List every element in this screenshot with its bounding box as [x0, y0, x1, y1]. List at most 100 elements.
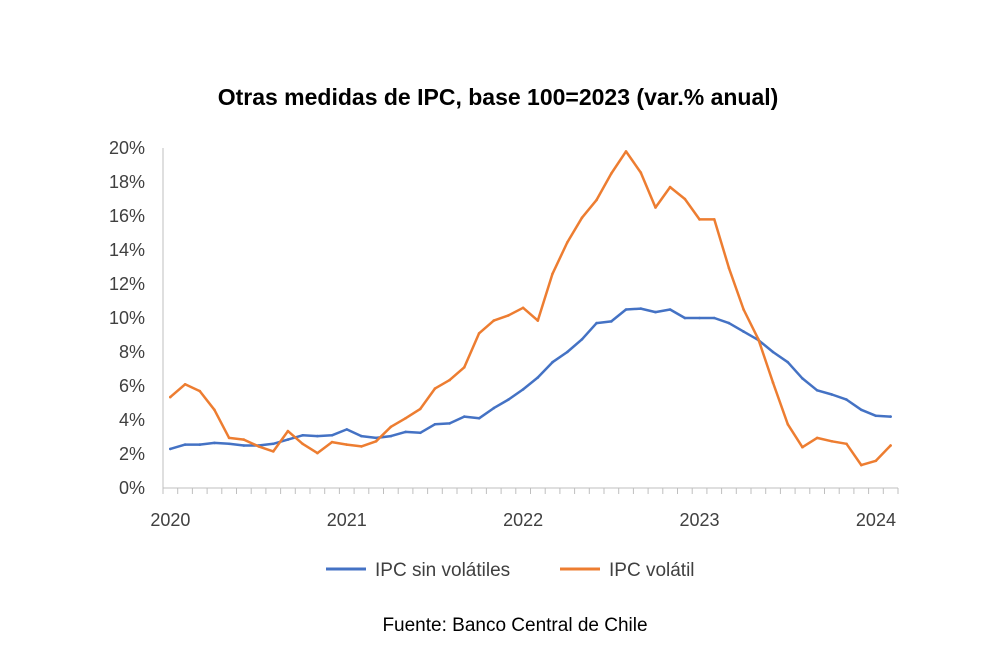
data-point — [639, 307, 643, 310]
data-point — [183, 443, 187, 446]
data-point — [727, 321, 731, 325]
data-point — [242, 438, 246, 441]
data-point — [551, 272, 554, 276]
data-point — [536, 319, 540, 322]
data-point — [771, 350, 775, 354]
data-point — [860, 463, 863, 467]
data-point — [551, 360, 554, 364]
series-line-0 — [169, 307, 892, 451]
data-point — [521, 388, 525, 391]
data-point — [272, 442, 275, 446]
data-point — [507, 398, 510, 401]
data-point — [874, 459, 878, 463]
data-point — [889, 444, 892, 447]
data-point — [492, 319, 496, 322]
data-point — [286, 429, 290, 433]
data-point — [404, 430, 407, 434]
data-point — [433, 423, 437, 426]
data-point — [316, 434, 319, 438]
data-point — [595, 198, 598, 202]
data-point — [330, 440, 334, 444]
data-point — [713, 218, 716, 221]
data-point — [815, 389, 819, 392]
data-point — [213, 441, 216, 445]
data-point — [419, 407, 422, 411]
data-point — [580, 216, 584, 219]
data-point — [742, 308, 745, 311]
y-tick-label: 16% — [109, 206, 145, 226]
data-point — [595, 321, 598, 325]
data-point — [683, 316, 687, 320]
data-point — [330, 434, 334, 437]
data-point — [830, 393, 834, 396]
data-point — [227, 442, 231, 446]
data-point — [492, 406, 496, 410]
data-point — [874, 414, 878, 418]
data-point — [698, 218, 701, 221]
x-tick-label: 2020 — [150, 510, 190, 530]
data-point — [860, 408, 863, 412]
data-point — [815, 436, 819, 440]
data-point — [360, 434, 363, 438]
data-point — [830, 440, 834, 443]
data-point — [610, 172, 613, 175]
data-point — [521, 306, 525, 310]
y-tick-label: 10% — [109, 308, 145, 328]
data-point — [448, 422, 451, 425]
data-point — [213, 408, 216, 412]
data-point — [727, 266, 731, 270]
legend-label-0: IPC sin volátiles — [375, 560, 510, 581]
data-point — [345, 443, 349, 446]
data-point — [257, 445, 260, 448]
data-point — [345, 428, 349, 431]
data-point — [389, 434, 393, 438]
x-axis: 2020 2021 2022 2023 2024 — [150, 487, 899, 530]
data-point — [477, 332, 481, 335]
data-point — [198, 443, 202, 446]
data-point — [360, 445, 363, 448]
data-point — [198, 389, 202, 393]
data-point — [316, 451, 319, 455]
data-point — [507, 314, 510, 317]
y-tick-label: 20% — [109, 138, 145, 158]
x-tick-label: 2021 — [327, 510, 367, 530]
data-point — [404, 417, 407, 420]
data-point — [566, 241, 569, 244]
data-point — [242, 444, 246, 447]
data-point — [639, 171, 643, 174]
data-point — [889, 415, 892, 418]
data-point — [786, 360, 790, 364]
data-point — [757, 338, 760, 341]
data-point — [566, 350, 569, 354]
data-point — [374, 436, 378, 440]
x-tick-label: 2024 — [856, 510, 896, 530]
data-point — [668, 308, 672, 311]
y-tick-label: 14% — [109, 240, 145, 260]
x-tick-label: 2023 — [680, 510, 720, 530]
y-tick-label: 6% — [119, 376, 145, 396]
legend-label-1: IPC volátil — [609, 560, 695, 581]
data-point — [463, 366, 466, 369]
data-point — [668, 185, 672, 189]
chart-title: Otras medidas de IPC, base 100=2023 (var… — [217, 84, 779, 110]
data-point — [801, 377, 804, 380]
data-point — [301, 442, 304, 446]
series-lines — [169, 150, 892, 467]
x-tick-label: 2022 — [503, 510, 543, 530]
data-point — [771, 381, 775, 384]
data-point — [448, 378, 451, 382]
data-point — [683, 197, 687, 201]
data-point — [786, 423, 790, 426]
data-point — [227, 436, 231, 440]
data-point — [713, 316, 716, 320]
data-point — [742, 330, 745, 333]
data-point — [801, 445, 804, 449]
data-point — [286, 438, 290, 441]
data-point — [624, 150, 628, 153]
data-point — [463, 415, 466, 418]
data-point — [536, 376, 540, 379]
legend: IPC sin volátiles IPC volátil — [326, 560, 695, 581]
data-point — [169, 447, 172, 451]
data-point — [654, 310, 657, 314]
data-point — [624, 308, 628, 311]
